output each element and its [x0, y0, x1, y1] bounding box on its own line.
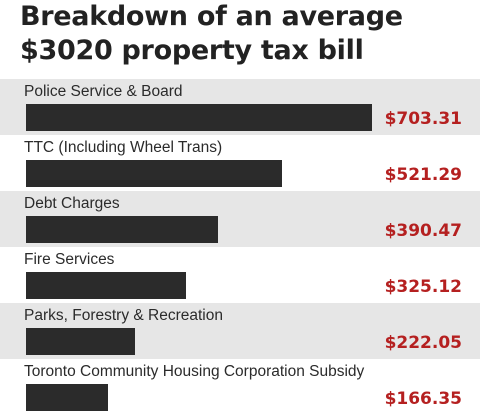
bar — [26, 328, 135, 355]
category-label: Police Service & Board — [24, 83, 183, 100]
chart-row: Debt Charges $390.47 — [0, 191, 480, 247]
category-label: Parks, Forestry & Recreation — [24, 307, 223, 324]
chart-row: Parks, Forestry & Recreation $222.05 — [0, 303, 480, 359]
chart-row: Toronto Community Housing Corporation Su… — [0, 359, 480, 415]
bar — [26, 272, 186, 299]
value-label: $703.31 — [384, 109, 462, 129]
bar-chart: Police Service & Board $703.31 TTC (Includ… — [0, 79, 480, 417]
chart-row: Police Service & Board $703.31 — [0, 79, 480, 135]
chart-title: Breakdown of an average $3020 property t… — [20, 0, 475, 68]
category-label: TTC (Including Wheel Trans) — [24, 139, 223, 156]
category-label: Fire Services — [24, 251, 115, 268]
chart-row: TTC (Including Wheel Trans) $521.29 — [0, 135, 480, 191]
value-label: $166.35 — [384, 389, 462, 409]
bar — [26, 160, 282, 187]
chart-title-line-1: Breakdown of an average — [20, 1, 403, 32]
chart-row: Fire Services $325.12 — [0, 247, 480, 303]
value-label: $222.05 — [384, 333, 462, 353]
category-label: Toronto Community Housing Corporation Su… — [24, 363, 365, 380]
chart-title-line-2: $3020 property tax bill — [20, 35, 364, 66]
bar — [26, 384, 108, 411]
value-label: $325.12 — [384, 277, 462, 297]
category-label: Debt Charges — [24, 195, 120, 212]
bar — [26, 216, 218, 243]
bar — [26, 104, 372, 131]
value-label: $390.47 — [384, 221, 462, 241]
value-label: $521.29 — [384, 165, 462, 185]
